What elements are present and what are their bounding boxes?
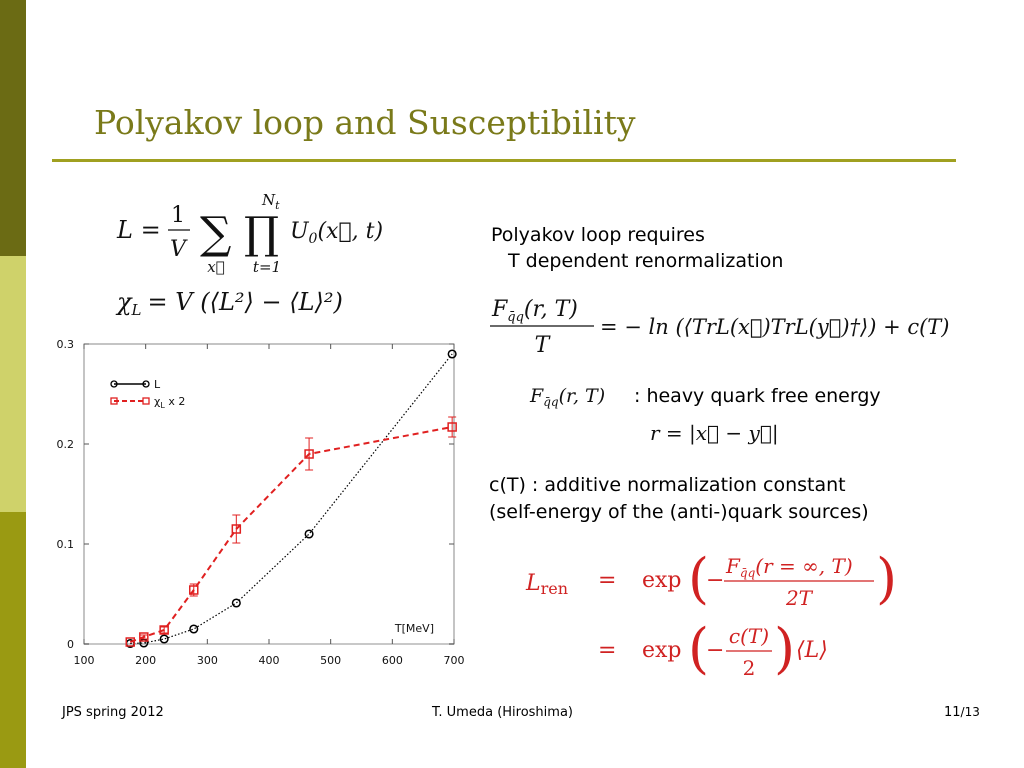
legend-marker-end (142, 397, 150, 405)
minus-1: − (706, 568, 724, 593)
renormalization-note-line1: Polyakov loop requires (491, 224, 705, 246)
distance-formula: r = |x⃗ − y⃗| (648, 418, 788, 450)
distance-expression: r = |x⃗ − y⃗| (650, 421, 779, 446)
renormalized-loop-formula-svg: Lren = exp ( − Fq̄q(r = ∞, T) 2T ) = exp… (525, 547, 897, 680)
free-energy-rhs: = − ln (⟨TrL(x⃗)TrL(y⃗)†⟩) + c(T) (600, 315, 950, 339)
page-number: 11 (944, 705, 961, 720)
data-point-circle (159, 634, 169, 644)
free-energy-formula-svg: Fq̄q(r, T) T = − ln (⟨TrL(x⃗)TrL(y⃗)†⟩) … (490, 297, 950, 358)
legend-marker-end (142, 380, 150, 388)
equals-1: = (598, 568, 616, 593)
renormalization-note-line2: T dependent renormalization (508, 250, 784, 272)
equals-2: = (598, 638, 616, 663)
ren1-numerator: Fq̄q(r = ∞, T) (725, 554, 853, 580)
free-energy-denominator: T (535, 333, 552, 358)
exp-2: exp (642, 638, 682, 663)
lren-lhs: Lren (525, 571, 568, 598)
product-symbol: ∏ (244, 208, 279, 259)
frac-numerator: 1 (171, 203, 185, 228)
formula-lhs: L = (116, 216, 161, 244)
data-point-circle (189, 624, 199, 634)
paren-open-1: ( (688, 547, 709, 610)
chi-expression: χL = V (⟨L²⟩ − ⟨L⟩²) (115, 288, 343, 319)
x-tick-label: 100 (74, 654, 95, 667)
x-tick-label: 700 (444, 654, 465, 667)
data-point-circle (304, 529, 314, 539)
y-tick-label: 0.1 (57, 538, 75, 551)
footer-left: JPS spring 2012 (62, 705, 164, 720)
x-tick-label: 400 (259, 654, 280, 667)
legend-label-0: L (154, 378, 161, 391)
sidebar-band-top (0, 0, 26, 256)
paren-open-2: ( (688, 617, 709, 680)
plot-frame (83, 343, 455, 645)
data-point-square (304, 449, 314, 459)
heavy-quark-symbol: Fq̄q(r, T) (528, 380, 632, 412)
product-superscript: Nt (261, 192, 280, 212)
ct-description-line1: c(T) : additive normalization constant (489, 474, 846, 496)
susceptibility-formula-svg: χL = V (⟨L²⟩ − ⟨L⟩²) (115, 288, 343, 319)
ren2-denominator: 2 (743, 656, 756, 680)
heavy-quark-symbol-svg: Fq̄q(r, T) (529, 385, 605, 409)
ren1-denominator: 2T (785, 586, 814, 610)
data-point-square (447, 422, 457, 432)
polyakov-loop-formula-svg: L = 1 V ∑ x⃗ ∏ Nt t=1 U0(x⃗, t) (116, 192, 383, 276)
free-energy-formula: Fq̄q(r, T) T = − ln (⟨TrL(x⃗)TrL(y⃗)†⟩) … (486, 290, 1006, 360)
renormalized-loop-formula: Lren = exp ( − Fq̄q(r = ∞, T) 2T ) = exp… (524, 545, 924, 690)
page-total: /13 (960, 705, 980, 719)
legend-marker-start (110, 397, 118, 405)
title-divider (52, 159, 956, 162)
heavy-quark-label: : heavy quark free energy (634, 385, 881, 407)
free-energy-numerator: Fq̄q(r, T) (491, 297, 578, 325)
x-tick-label: 500 (320, 654, 341, 667)
y-tick-label: 0.2 (57, 438, 75, 451)
data-point-square (159, 625, 169, 635)
ren2-numerator: c(T) (729, 624, 769, 648)
polyakov-loop-formula: L = 1 V ∑ x⃗ ∏ Nt t=1 U0(x⃗, t) (112, 192, 402, 280)
slide-title: Polyakov loop and Susceptibility (94, 103, 636, 142)
sidebar-decoration (0, 0, 26, 768)
legend-label-1: χL x 2 (154, 395, 185, 410)
sidebar-band-middle (0, 256, 26, 512)
y-tick-label: 0 (67, 638, 74, 651)
sum-subscript: x⃗ (207, 258, 224, 276)
ren2-tail: ⟨L⟩ (796, 638, 828, 663)
distance-formula-svg: r = |x⃗ − y⃗| (650, 421, 779, 446)
legend-marker-start (110, 380, 118, 388)
x-tick-label: 200 (135, 654, 156, 667)
data-point-square (189, 585, 199, 595)
x-tick-label: 300 (197, 654, 218, 667)
data-point-square (231, 524, 242, 534)
paren-close-2: ) (774, 617, 795, 680)
ct-description-line2: (self-energy of the (anti-)quark sources… (489, 501, 869, 523)
polyakov-chart-svg: 100 200 300 400 500 600 700 0 0.1 0.2 0.3 T[MeV] LχL… (57, 338, 465, 667)
data-point-square (139, 632, 149, 642)
susceptibility-formula: χL = V (⟨L²⟩ − ⟨L⟩²) (112, 280, 402, 324)
heavy-quark-expression: Fq̄q(r, T) (529, 385, 605, 409)
x-axis-label: T[MeV] (394, 622, 434, 635)
exp-1: exp (642, 568, 682, 593)
data-point-circle (231, 598, 241, 608)
formula-rhs: U0(x⃗, t) (290, 219, 383, 247)
data-point-square (125, 637, 135, 647)
footer-page: 11/13 (944, 705, 980, 720)
paren-close-1: ) (876, 547, 897, 610)
y-tick-label: 0.3 (57, 338, 75, 351)
sidebar-band-bottom (0, 512, 26, 768)
product-subscript: t=1 (253, 258, 281, 276)
footer-center: T. Umeda (Hiroshima) (432, 705, 573, 720)
data-point-circle (447, 349, 457, 359)
x-tick-label: 600 (382, 654, 403, 667)
series-line-1 (129, 426, 453, 643)
minus-2: − (706, 638, 724, 663)
sum-symbol: ∑ (200, 208, 231, 259)
frac-denominator: V (170, 237, 188, 262)
